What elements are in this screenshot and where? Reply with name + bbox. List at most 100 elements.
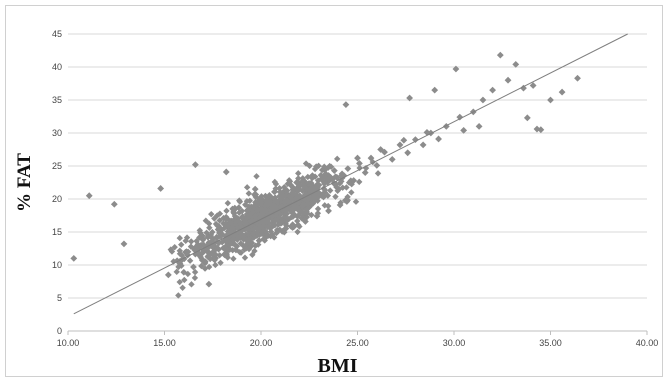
data-point bbox=[419, 141, 427, 149]
data-point bbox=[193, 243, 200, 250]
data-point bbox=[183, 248, 190, 255]
data-point bbox=[267, 197, 274, 205]
data-point bbox=[205, 263, 213, 271]
data-point bbox=[254, 211, 262, 219]
data-point bbox=[175, 292, 182, 299]
data-point bbox=[248, 222, 255, 230]
data-point bbox=[267, 207, 275, 214]
data-point bbox=[431, 86, 439, 94]
data-point bbox=[262, 192, 269, 200]
data-point bbox=[236, 209, 243, 216]
gridlines bbox=[68, 33, 647, 299]
data-point bbox=[315, 162, 322, 170]
data-point bbox=[306, 162, 313, 170]
data-point bbox=[284, 187, 291, 194]
data-point bbox=[186, 257, 194, 264]
data-point bbox=[293, 191, 300, 198]
data-point bbox=[269, 220, 277, 227]
y-tick-label: 5 bbox=[57, 293, 62, 303]
data-point bbox=[327, 187, 334, 194]
data-point bbox=[512, 60, 520, 68]
data-point bbox=[520, 84, 527, 92]
data-point bbox=[245, 190, 253, 197]
data-point bbox=[291, 211, 299, 219]
y-tick-label: 30 bbox=[52, 128, 62, 138]
data-point bbox=[248, 232, 255, 239]
y-axis-title: % FAT bbox=[14, 153, 35, 212]
data-point bbox=[229, 236, 237, 243]
data-point bbox=[281, 183, 288, 191]
data-point bbox=[344, 165, 352, 173]
x-tick-label: 35.00 bbox=[539, 338, 562, 348]
data-point bbox=[547, 96, 554, 104]
data-point bbox=[196, 234, 203, 241]
data-point bbox=[288, 213, 295, 221]
x-tick-label: 10.00 bbox=[57, 338, 80, 348]
data-point bbox=[224, 216, 232, 223]
data-point bbox=[209, 243, 217, 251]
data-point bbox=[255, 237, 263, 244]
data-point bbox=[187, 243, 195, 250]
data-point bbox=[332, 193, 339, 200]
data-point bbox=[216, 233, 224, 240]
y-tick-label: 20 bbox=[52, 194, 62, 204]
data-point bbox=[184, 270, 192, 278]
x-tick-label: 25.00 bbox=[346, 338, 369, 348]
data-point bbox=[237, 249, 245, 256]
data-point bbox=[198, 262, 205, 270]
data-point bbox=[321, 186, 328, 194]
data-point bbox=[176, 234, 183, 242]
data-point bbox=[529, 82, 537, 89]
data-point bbox=[216, 210, 224, 217]
data-point bbox=[197, 229, 204, 237]
data-point bbox=[324, 202, 332, 210]
data-point bbox=[249, 251, 256, 259]
data-point bbox=[211, 215, 218, 222]
data-point bbox=[306, 180, 313, 187]
data-point bbox=[334, 155, 341, 163]
data-point bbox=[244, 225, 251, 233]
data-point bbox=[261, 237, 268, 244]
data-point bbox=[321, 163, 328, 170]
data-point bbox=[354, 154, 361, 162]
data-point bbox=[317, 171, 325, 179]
data-point bbox=[301, 216, 308, 224]
data-point bbox=[179, 284, 186, 291]
data-point bbox=[289, 221, 296, 228]
data-point bbox=[262, 228, 270, 235]
data-point bbox=[281, 198, 288, 206]
data-point bbox=[344, 193, 351, 201]
data-point bbox=[164, 271, 172, 279]
data-point bbox=[257, 198, 264, 206]
data-point bbox=[271, 188, 279, 195]
data-point bbox=[352, 198, 360, 205]
data-point bbox=[231, 241, 239, 249]
data-point bbox=[400, 136, 408, 144]
data-point bbox=[294, 228, 301, 236]
data-point bbox=[304, 173, 311, 181]
data-point bbox=[248, 239, 256, 247]
data-point bbox=[199, 257, 206, 264]
data-point bbox=[251, 247, 258, 255]
data-point bbox=[178, 241, 185, 248]
data-point bbox=[190, 263, 197, 271]
data-point bbox=[205, 280, 213, 288]
data-point bbox=[223, 252, 230, 260]
data-point bbox=[184, 251, 192, 259]
data-point bbox=[220, 214, 227, 222]
data-point bbox=[396, 141, 404, 149]
data-point bbox=[270, 201, 277, 208]
data-point bbox=[504, 76, 512, 84]
data-point bbox=[214, 244, 221, 251]
data-point bbox=[452, 65, 460, 73]
data-point bbox=[276, 226, 284, 233]
data-point bbox=[216, 217, 223, 224]
data-point bbox=[406, 94, 414, 102]
data-point bbox=[348, 189, 355, 196]
data-point bbox=[203, 242, 211, 249]
y-tick-label: 15 bbox=[52, 227, 62, 237]
data-point bbox=[262, 207, 270, 214]
data-point bbox=[259, 222, 267, 230]
data-point bbox=[243, 197, 251, 205]
data-point bbox=[271, 197, 278, 204]
